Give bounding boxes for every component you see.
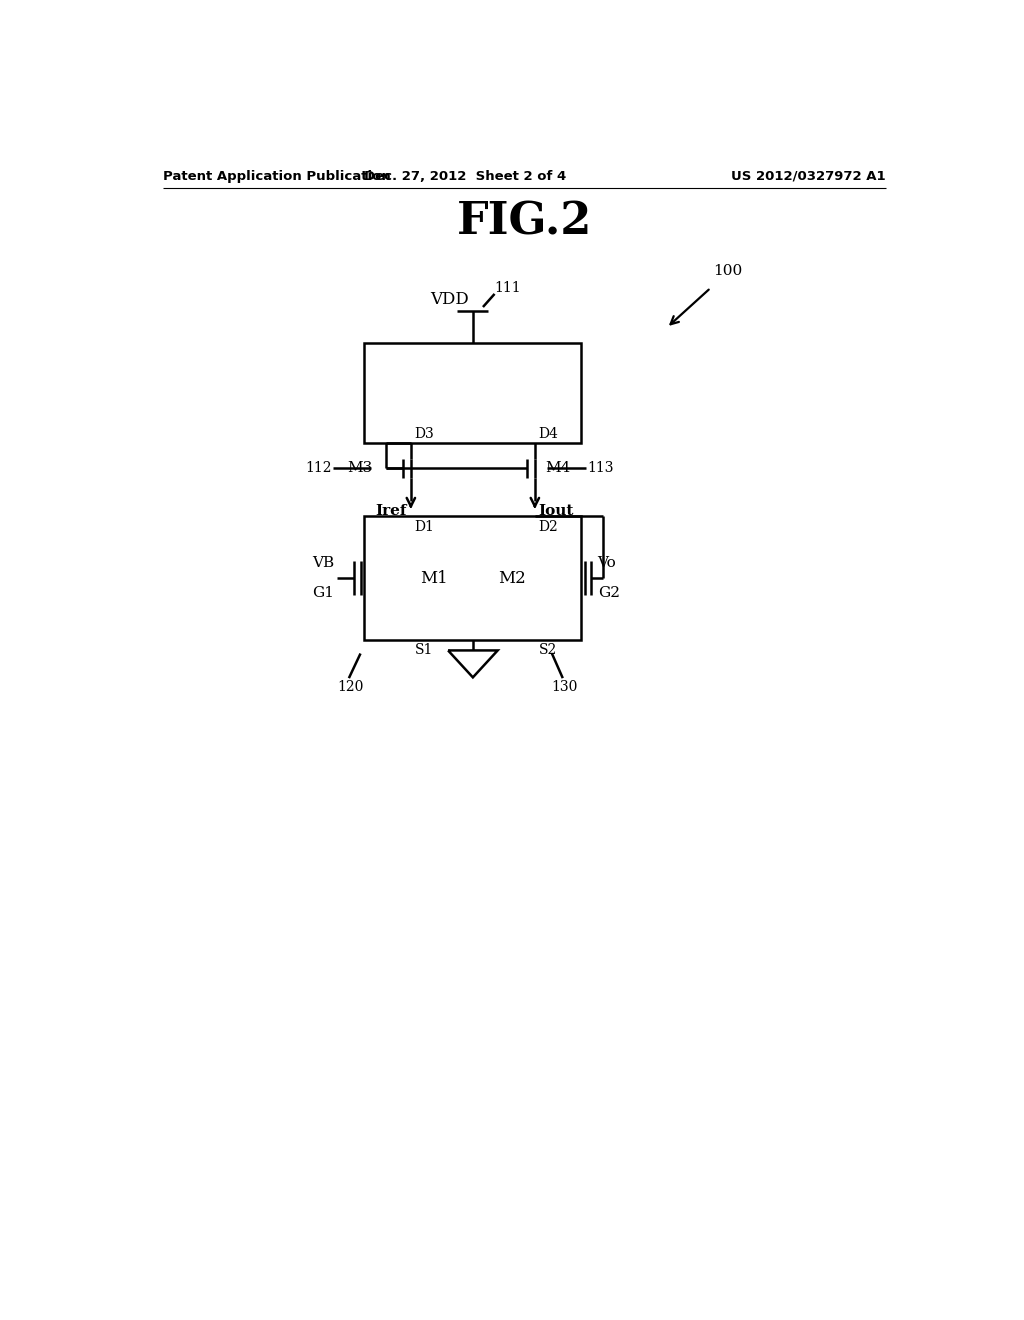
Text: G1: G1 [312, 586, 334, 599]
Text: D1: D1 [415, 520, 434, 533]
Text: M4: M4 [546, 461, 571, 475]
Text: 130: 130 [551, 680, 578, 694]
Text: G2: G2 [598, 586, 620, 599]
Text: US 2012/0327972 A1: US 2012/0327972 A1 [731, 170, 886, 183]
Text: Patent Application Publication: Patent Application Publication [163, 170, 390, 183]
Text: 112: 112 [305, 461, 332, 475]
Bar [365, 516, 582, 640]
Text: Vo: Vo [598, 556, 616, 570]
Text: M3: M3 [347, 461, 372, 475]
Text: S2: S2 [539, 643, 557, 657]
Text: 120: 120 [337, 680, 364, 694]
Text: Dec. 27, 2012  Sheet 2 of 4: Dec. 27, 2012 Sheet 2 of 4 [364, 170, 566, 183]
Text: D2: D2 [539, 520, 558, 533]
Text: VB: VB [312, 556, 334, 570]
Text: VDD: VDD [430, 290, 469, 308]
Text: D3: D3 [415, 426, 434, 441]
Text: FIG.2: FIG.2 [457, 201, 593, 244]
Text: M2: M2 [498, 569, 525, 586]
Text: S1: S1 [415, 643, 433, 657]
Text: 113: 113 [588, 461, 614, 475]
Text: 100: 100 [713, 264, 742, 277]
Text: Iref: Iref [376, 504, 407, 519]
Text: M1: M1 [420, 569, 449, 586]
Text: Iout: Iout [539, 504, 574, 519]
Text: D4: D4 [539, 426, 559, 441]
Bar [365, 343, 582, 444]
Text: 111: 111 [495, 281, 521, 296]
